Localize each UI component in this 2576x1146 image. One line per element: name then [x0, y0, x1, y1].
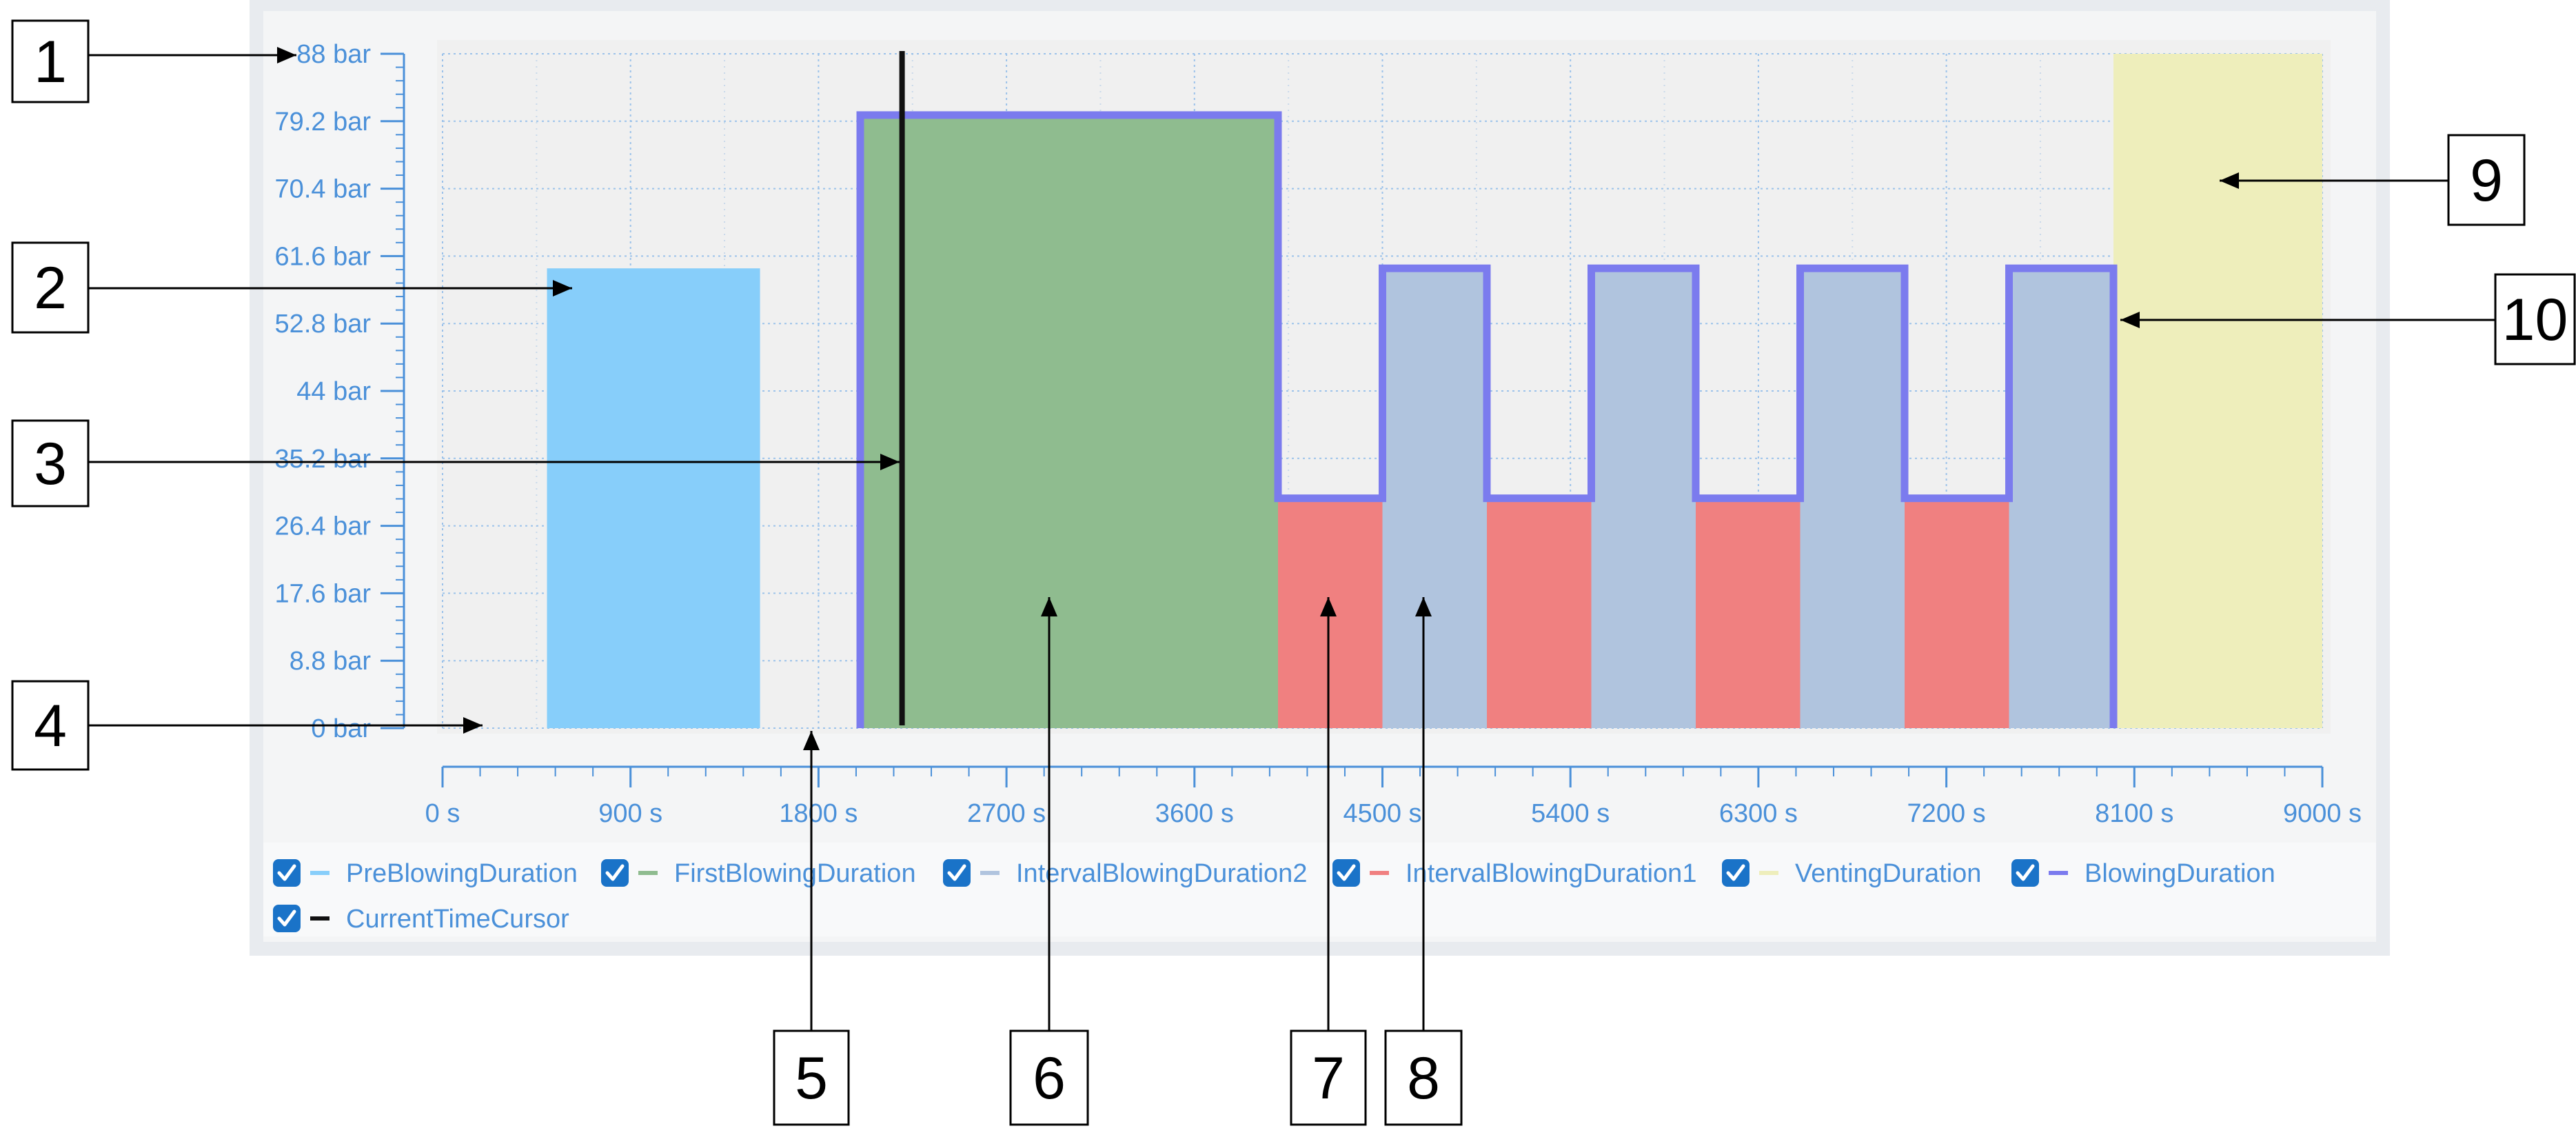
y-tick-label: 26.4 bar — [275, 512, 372, 541]
legend-checkbox-PreBlowingDuration[interactable] — [273, 859, 301, 887]
callout-number: 9 — [2470, 148, 2503, 214]
checkbox-box — [1332, 859, 1360, 887]
legend-checkbox-VentingDuration[interactable] — [1722, 859, 1750, 887]
checkbox-box — [273, 905, 301, 932]
area-IntervalBlowingDuration1 — [1905, 498, 2009, 728]
check-icon — [1337, 864, 1356, 881]
area-IntervalBlowingDuration2 — [1382, 268, 1487, 728]
callout-arrowhead — [1320, 597, 1337, 616]
callout-arrowhead — [1415, 597, 1432, 616]
callout-number: 3 — [34, 431, 67, 497]
x-tick-label: 900 s — [598, 799, 662, 828]
check-icon — [947, 864, 966, 881]
legend-label: BlowingDuration — [2085, 859, 2275, 888]
x-tick-label: 1800 s — [779, 799, 858, 828]
y-tick-label: 79.2 bar — [275, 108, 372, 137]
legend-label: PreBlowingDuration — [346, 859, 578, 888]
x-tick-label: 0 s — [425, 799, 460, 828]
legend-checkbox-FirstBlowingDuration[interactable] — [601, 859, 629, 887]
checkbox-box — [601, 859, 629, 887]
legend-label: VentingDuration — [1795, 859, 1981, 888]
y-tick-label: 52.8 bar — [275, 310, 372, 339]
area-VentingDuration — [2113, 54, 2322, 728]
y-tick-label: 8.8 bar — [290, 647, 372, 676]
x-tick-label: 6300 s — [1719, 799, 1798, 828]
callout-number: 10 — [2502, 287, 2568, 353]
x-tick-label: 9000 s — [2283, 799, 2362, 828]
callouts: 1 2 3 4 5 6 7 8 9 10 — [11, 19, 2576, 1126]
callout-number: 2 — [34, 255, 67, 321]
area-IntervalBlowingDuration1 — [1487, 498, 1592, 728]
callout-arrowhead — [2120, 312, 2140, 328]
line-BlowingDuration — [856, 111, 2118, 728]
area-IntervalBlowingDuration2 — [2009, 268, 2113, 728]
callout-number: 4 — [34, 693, 67, 759]
y-tick-label: 88 bar — [296, 40, 371, 69]
callout-arrowhead — [2220, 172, 2239, 189]
checkbox-box — [943, 859, 971, 887]
y-tick-label: 70.4 bar — [275, 175, 372, 204]
x-tick-label: 3600 s — [1155, 799, 1234, 828]
x-tick-label: 5400 s — [1531, 799, 1610, 828]
x-tick-label: 8100 s — [2095, 799, 2173, 828]
checkbox-box — [273, 859, 301, 887]
check-icon — [277, 909, 296, 927]
callout-arrowhead — [463, 717, 483, 734]
x-tick-label: 4500 s — [1343, 799, 1421, 828]
legend-checkbox-BlowingDuration[interactable] — [2011, 859, 2039, 887]
check-icon — [2016, 864, 2035, 881]
area-IntervalBlowingDuration2 — [1591, 268, 1696, 728]
x-tick-label: 2700 s — [967, 799, 1046, 828]
callout-number: 1 — [34, 29, 67, 95]
callout-box — [11, 19, 90, 103]
callout-number: 7 — [1312, 1045, 1345, 1112]
series-areas — [547, 54, 2322, 729]
callout-box — [2494, 273, 2576, 365]
y-tick-label: 0 bar — [311, 714, 371, 743]
legend-checkbox-IntervalBlowingDuration1[interactable] — [1332, 859, 1360, 887]
callout-box — [11, 241, 90, 334]
y-tick-label: 61.6 bar — [275, 242, 372, 271]
callout-box — [1384, 1029, 1463, 1126]
area-IntervalBlowingDuration2 — [1800, 268, 1905, 728]
checkbox-box — [1722, 859, 1750, 887]
y-axis: 0 bar 8.8 bar 17.6 bar 26.4 bar 35.2 bar 44 b… — [275, 40, 405, 743]
callout-arrowhead — [803, 731, 820, 750]
callout-box — [773, 1029, 850, 1126]
y-tick-label: 17.6 bar — [275, 579, 372, 608]
y-tick-label: 35.2 bar — [275, 445, 372, 474]
check-icon — [605, 864, 625, 881]
callout-box — [1009, 1029, 1089, 1126]
callout-box — [1290, 1029, 1367, 1126]
area-IntervalBlowingDuration1 — [1696, 498, 1801, 728]
area-PreBlowingDuration — [547, 268, 760, 728]
check-icon — [277, 864, 296, 881]
legend-label: IntervalBlowingDuration1 — [1406, 859, 1696, 888]
callout-box — [11, 680, 90, 771]
x-tick-label: 7200 s — [1907, 799, 1986, 828]
area-FirstBlowingDuration — [860, 114, 1278, 729]
legend-area — [263, 843, 2376, 936]
callout-box — [11, 419, 90, 507]
legend-checkbox-IntervalBlowingDuration2[interactable] — [943, 859, 971, 887]
callout-arrowhead — [277, 47, 296, 63]
callout-number: 6 — [1033, 1045, 1066, 1112]
callout-arrowhead — [1041, 597, 1057, 616]
callout-number: 8 — [1407, 1045, 1440, 1112]
callout-arrowhead — [553, 280, 572, 296]
legend: PreBlowingDuration FirstBlowingDuration In… — [273, 859, 2275, 934]
callout-box — [2447, 134, 2526, 226]
y-tick-label: 44 bar — [296, 377, 371, 406]
series-lines — [856, 51, 2118, 728]
callout-arrowhead — [880, 454, 900, 470]
checkbox-box — [2011, 859, 2039, 887]
check-icon — [1726, 864, 1745, 881]
x-axis: 0 s 900 s 1800 s 2700 s 3600 s 4500 s 5400 s 63… — [425, 765, 2362, 828]
legend-label: FirstBlowingDuration — [674, 859, 916, 888]
callout-number: 5 — [795, 1045, 828, 1112]
legend-label: CurrentTimeCursor — [346, 905, 569, 934]
legend-label: IntervalBlowingDuration2 — [1016, 859, 1307, 888]
legend-checkbox-CurrentTimeCursor[interactable] — [273, 905, 301, 932]
